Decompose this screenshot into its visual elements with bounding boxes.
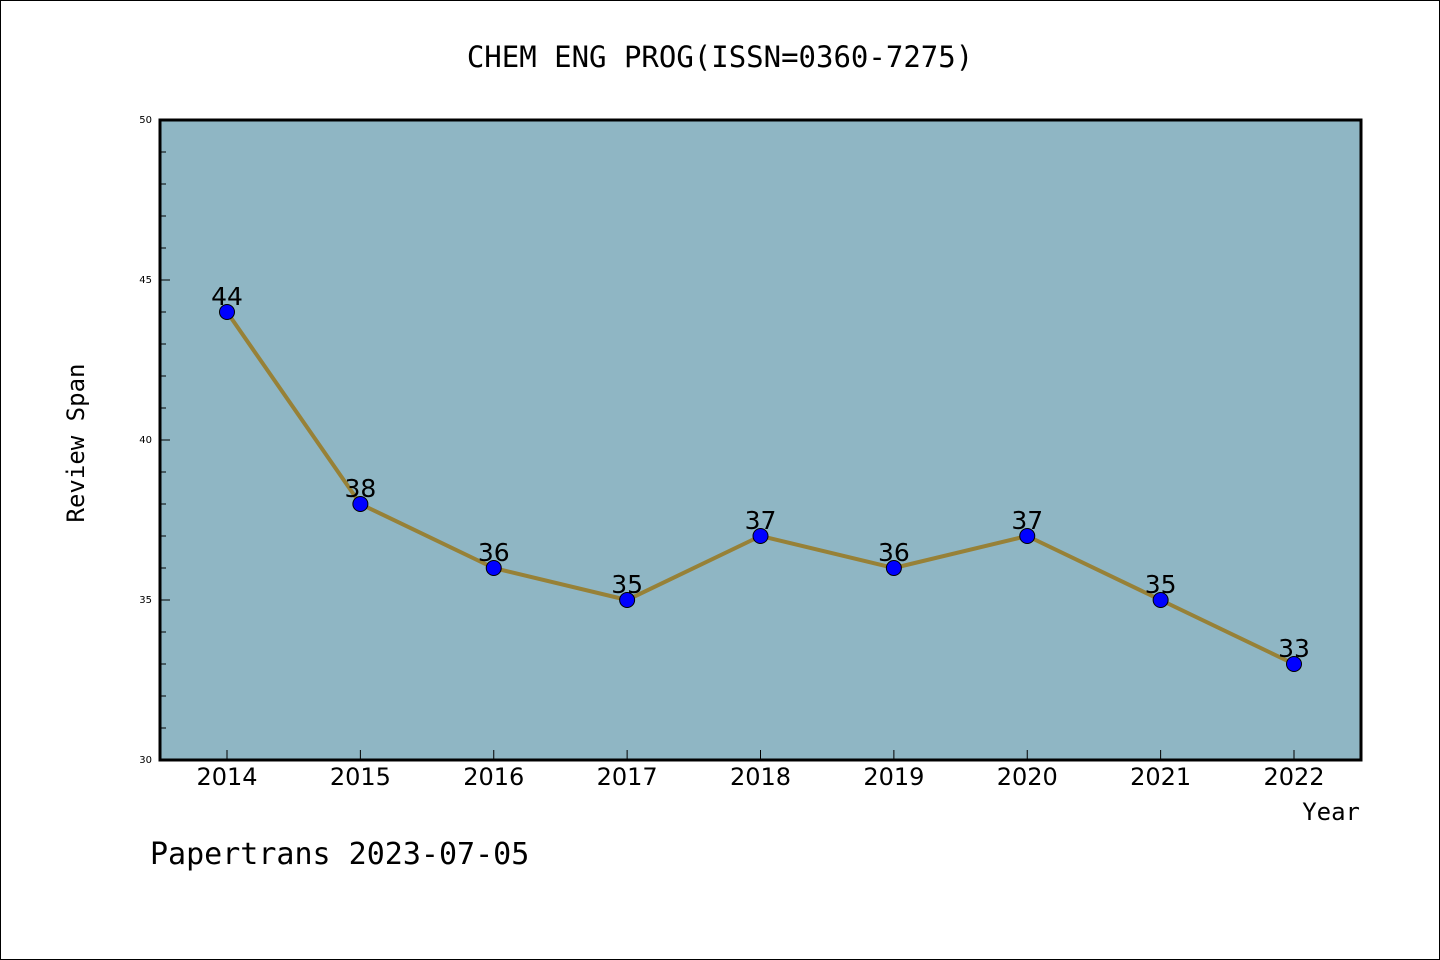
- data-point-marker: [1019, 528, 1036, 544]
- chart-title: CHEM ENG PROG(ISSN=0360-7275): [467, 40, 973, 74]
- data-point-marker: [1286, 656, 1302, 672]
- data-point-label: 36: [478, 538, 510, 567]
- x-tick-label: 2021: [1130, 763, 1191, 791]
- x-tick-label: 2017: [597, 763, 658, 791]
- x-tick-label: 2015: [330, 763, 391, 791]
- data-point-label: 37: [745, 506, 777, 535]
- data-point-label: 35: [611, 570, 643, 599]
- data-point-label: 44: [211, 282, 243, 311]
- x-tick-label: 2020: [997, 763, 1058, 791]
- x-tick-label: 2019: [863, 763, 924, 791]
- x-tick-label: 2014: [196, 763, 257, 791]
- data-point-label: 35: [1145, 570, 1177, 599]
- data-point-label: 37: [1011, 506, 1043, 535]
- x-tick-label: 2016: [463, 763, 524, 791]
- data-point-marker: [619, 592, 636, 608]
- x-tick-label: 2022: [1263, 763, 1324, 791]
- y-tick-label: 50: [139, 115, 152, 126]
- data-point-marker: [1152, 592, 1169, 608]
- data-point-marker: [219, 304, 235, 320]
- data-point-marker: [752, 528, 769, 544]
- data-point-label: 33: [1278, 634, 1310, 663]
- data-point-marker: [885, 560, 902, 576]
- data-labels: 44 38 36 35 37 36 37 35 33: [211, 282, 1310, 663]
- data-point-marker: [485, 560, 502, 576]
- x-axis: 2014 2015 2016 2017 2018 2019 2020 2021 2022: [196, 750, 1325, 791]
- plot-area: [160, 120, 1361, 760]
- data-point-label: 38: [344, 474, 376, 503]
- series-markers: [219, 304, 1302, 672]
- data-point-marker: [352, 496, 369, 512]
- x-axis-label: Year: [1302, 798, 1360, 826]
- plot-border: [158, 118, 1363, 762]
- data-point-label: 36: [878, 538, 910, 567]
- y-tick-label: 30: [139, 755, 152, 766]
- y-tick-label: 40: [139, 435, 152, 446]
- y-axis-label: Review Span: [62, 364, 90, 523]
- footer-date-stamp: Papertrans 2023-07-05: [150, 837, 529, 872]
- y-tick-label: 35: [139, 595, 152, 606]
- y-tick-label: 45: [139, 275, 152, 286]
- x-tick-label: 2018: [730, 763, 791, 791]
